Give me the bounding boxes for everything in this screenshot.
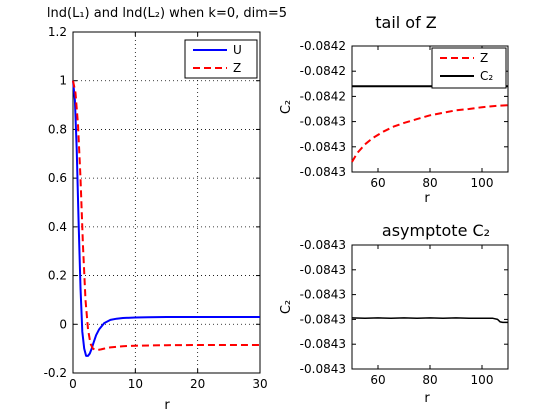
asymptote-chart-y-tick-label: -0.0843: [300, 337, 346, 351]
asymptote-chart-x-tick-label: 60: [370, 373, 385, 387]
asymptote-chart: asymptote C₂ r C₂ 60 80 100 -0.0843 -0.0843 -…: [279, 221, 509, 406]
main-chart-y-tick-label: -0.2: [44, 366, 67, 380]
asymptote-chart-series-data-line: [351, 317, 508, 324]
asymptote-chart-y-tick-label: -0.0843: [300, 288, 346, 302]
main-chart-y-tick-label: 0.2: [48, 269, 67, 283]
tail-chart-legend-box: [431, 47, 507, 89]
main-chart-y-tick-label: 0.4: [48, 220, 67, 234]
asymptote-chart-x-tick-label: 80: [422, 373, 437, 387]
asymptote-chart-y-tick-label: -0.0843: [300, 263, 346, 277]
asymptote-chart-x-tick-label: 100: [471, 373, 494, 387]
main-chart: lnd(L₁) and lnd(L₂) when k=0, dim=5 r 0 1…: [44, 6, 288, 413]
tail-chart-title: tail of Z: [375, 13, 437, 32]
asymptote-chart-y-tick-label: -0.0843: [300, 238, 346, 252]
main-chart-y-tick-label: 0.8: [48, 122, 67, 136]
tail-chart-x-tick-label: 60: [370, 176, 385, 190]
asymptote-chart-y-tick-label: -0.0843: [300, 312, 346, 326]
tail-chart-y-tick-label: -0.0842: [300, 39, 346, 53]
main-chart-x-tick-label: 30: [252, 377, 267, 391]
main-chart-y-tick-label: 1: [59, 74, 67, 88]
asymptote-chart-title: asymptote C₂: [382, 221, 490, 240]
tail-chart-x-tick-label: 100: [471, 176, 494, 190]
tail-chart: tail of Z r C₂ 60 80 100 -0.0843 -0.0843 -0.0…: [279, 13, 509, 206]
main-chart-x-tick-label: 10: [128, 377, 143, 391]
main-chart-y-tick-label: 0: [59, 317, 67, 331]
main-chart-title: lnd(L₁) and lnd(L₂) when k=0, dim=5: [47, 6, 287, 21]
main-chart-y-tick-label: 1.2: [48, 25, 67, 39]
main-chart-legend-label-z: Z: [233, 61, 241, 75]
tail-chart-legend-label-z: Z: [480, 51, 488, 65]
main-chart-legend: UZ: [184, 39, 258, 79]
tail-chart-xlabel: r: [424, 191, 430, 206]
asymptote-chart-y-tick-label: -0.0843: [300, 362, 346, 376]
tail-chart-legend: Z C₂: [431, 47, 507, 89]
tail-chart-y-tick-label: -0.0842: [300, 89, 346, 103]
tail-chart-legend-label-c: C₂: [480, 69, 493, 83]
main-chart-x-tick-label: 20: [190, 377, 205, 391]
tail-chart-y-tick-label: -0.0842: [300, 64, 346, 78]
tail-chart-ylabel: C₂: [279, 100, 294, 114]
main-chart-legend-label-u: U: [233, 43, 242, 57]
tail-chart-y-tick-label: -0.0843: [300, 115, 346, 129]
main-chart-x-tick-label: 0: [69, 377, 77, 391]
main-chart-xlabel: r: [164, 398, 170, 413]
tail-chart-y-tick-label: -0.0843: [300, 140, 346, 154]
asymptote-chart-xlabel: r: [424, 391, 430, 406]
tail-chart-y-tick-label: -0.0843: [300, 165, 346, 179]
main-chart-series-u-line: [72, 80, 260, 357]
main-chart-axes-box: [72, 31, 261, 374]
main-chart-y-tick-label: 0.6: [48, 171, 67, 185]
tail-chart-x-tick-label: 80: [422, 176, 437, 190]
asymptote-chart-ylabel: C₂: [279, 300, 294, 314]
tail-chart-series-z-line: [351, 104, 509, 163]
main-chart-legend-box: [184, 39, 258, 79]
